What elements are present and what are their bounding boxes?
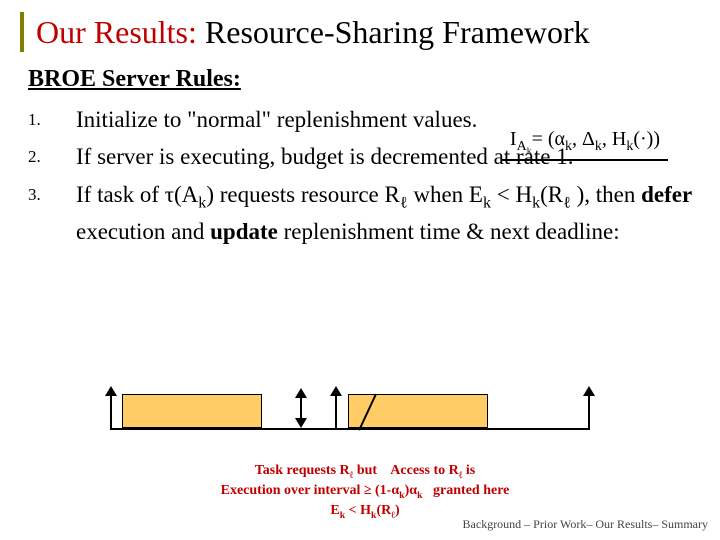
- rules-list: 1. Initialize to "normal" replenishment …: [28, 103, 700, 248]
- up-arrow-icon: [110, 388, 112, 428]
- section-heading: BROE Server Rules:: [28, 66, 700, 93]
- formula-box: IAk= (αk, Δk, Hk(·)): [502, 128, 668, 161]
- item-text: If task of τ(Ak) requests resource Rℓ wh…: [76, 178, 700, 248]
- timeline-diagram: [110, 388, 610, 458]
- baseline: [110, 428, 590, 430]
- item-number: 2.: [28, 140, 76, 173]
- list-item: 3. If task of τ(Ak) requests resource Rℓ…: [28, 178, 700, 248]
- up-arrow-icon: [335, 388, 337, 428]
- item-number: 1.: [28, 103, 76, 136]
- caption-text: Task requests Rℓ but Access to Rℓ is: [255, 463, 476, 478]
- up-arrow-icon: [588, 388, 590, 428]
- caption-text: Execution over interval ≥ (1-αk)αk grant…: [150, 482, 580, 502]
- exec-block: [122, 394, 262, 428]
- title-accent: Our Results:: [36, 14, 197, 50]
- title-block: Our Results: Resource-Sharing Framework: [20, 12, 700, 52]
- slide-title: Our Results: Resource-Sharing Framework: [36, 12, 700, 52]
- title-rest: Resource-Sharing Framework: [197, 14, 590, 50]
- footer-nav: Background – Prior Work– Our Results– Su…: [463, 517, 708, 532]
- double-arrow-icon: [300, 390, 302, 426]
- item-number: 3.: [28, 178, 76, 248]
- diagram-captions: Task requests Rℓ but Access to Rℓ is Exe…: [150, 462, 580, 522]
